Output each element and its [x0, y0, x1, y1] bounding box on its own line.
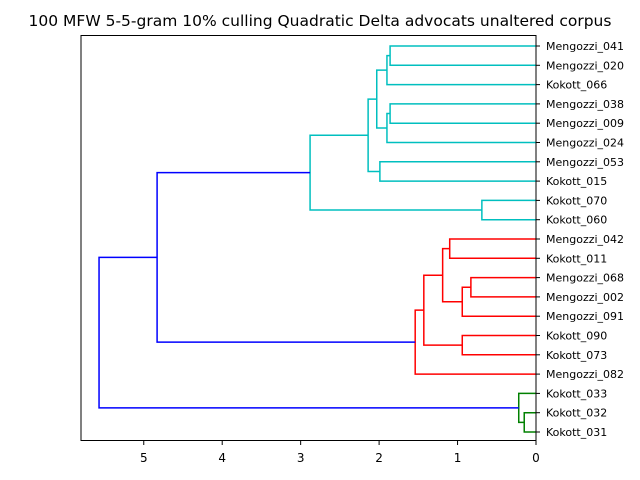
dendrogram-link — [461, 286, 536, 317]
plot-frame — [80, 35, 537, 441]
leaf-label: Kokott_015 — [546, 175, 607, 188]
leaf-label: Mengozzi_038 — [546, 98, 624, 111]
x-tick-label: 0 — [532, 451, 540, 465]
dendrogram-links — [98, 45, 536, 433]
chart-title: 100 MFW 5-5-gram 10% culling Quadratic D… — [28, 12, 612, 30]
leaf-label: Mengozzi_009 — [546, 117, 624, 130]
leaf-label: Mengozzi_042 — [546, 233, 624, 246]
dendrogram-link — [367, 98, 380, 173]
leaf-label: Kokott_032 — [546, 407, 607, 420]
leaf-label: Mengozzi_068 — [546, 272, 624, 285]
leaf-label: Mengozzi_082 — [546, 368, 624, 381]
dendrogram-link — [441, 247, 463, 303]
leaf-label: Kokott_073 — [546, 349, 607, 362]
leaf-label: Mengozzi_002 — [546, 291, 624, 304]
dendrogram-link — [523, 411, 536, 433]
dendrogram-link — [517, 392, 536, 424]
leaf-label: Kokott_033 — [546, 387, 607, 400]
leaf-labels: Mengozzi_041 Mengozzi_020 Kokott_066 Mengoz… — [536, 40, 624, 439]
x-axis: 5 4 3 2 1 0 — [140, 440, 540, 465]
dendrogram-link — [376, 69, 387, 129]
leaf-label: Kokott_090 — [546, 330, 607, 343]
x-tick-label: 5 — [140, 451, 148, 465]
leaf-label: Kokott_031 — [546, 426, 607, 439]
dendrogram-link — [156, 171, 416, 343]
dendrogram-link — [389, 45, 536, 67]
leaf-label: Kokott_066 — [546, 79, 607, 92]
x-tick-label: 1 — [454, 451, 462, 465]
leaf-label: Mengozzi_053 — [546, 156, 624, 169]
dendrogram-link — [470, 276, 536, 298]
x-tick-label: 4 — [218, 451, 226, 465]
dendrogram-link — [379, 161, 536, 182]
dendrogram-link — [386, 112, 536, 144]
dendrogram-link — [386, 54, 536, 86]
leaf-label: Mengozzi_041 — [546, 40, 624, 53]
leaf-label: Kokott_070 — [546, 194, 607, 207]
x-tick-label: 2 — [375, 451, 383, 465]
leaf-label: Kokott_011 — [546, 252, 607, 265]
dendrogram-link — [414, 309, 536, 375]
dendrogram-link — [481, 199, 536, 221]
dendrogram-link — [309, 134, 482, 211]
dendrogram-link — [461, 334, 536, 356]
leaf-label: Mengozzi_020 — [546, 59, 624, 72]
leaf-label: Kokott_060 — [546, 214, 607, 227]
dendrogram-link — [389, 103, 536, 124]
leaf-label: Mengozzi_091 — [546, 310, 624, 323]
leaf-label: Mengozzi_024 — [546, 137, 624, 150]
dendrogram-link — [98, 256, 519, 409]
dendrogram-link — [448, 238, 536, 260]
x-tick-label: 3 — [297, 451, 305, 465]
